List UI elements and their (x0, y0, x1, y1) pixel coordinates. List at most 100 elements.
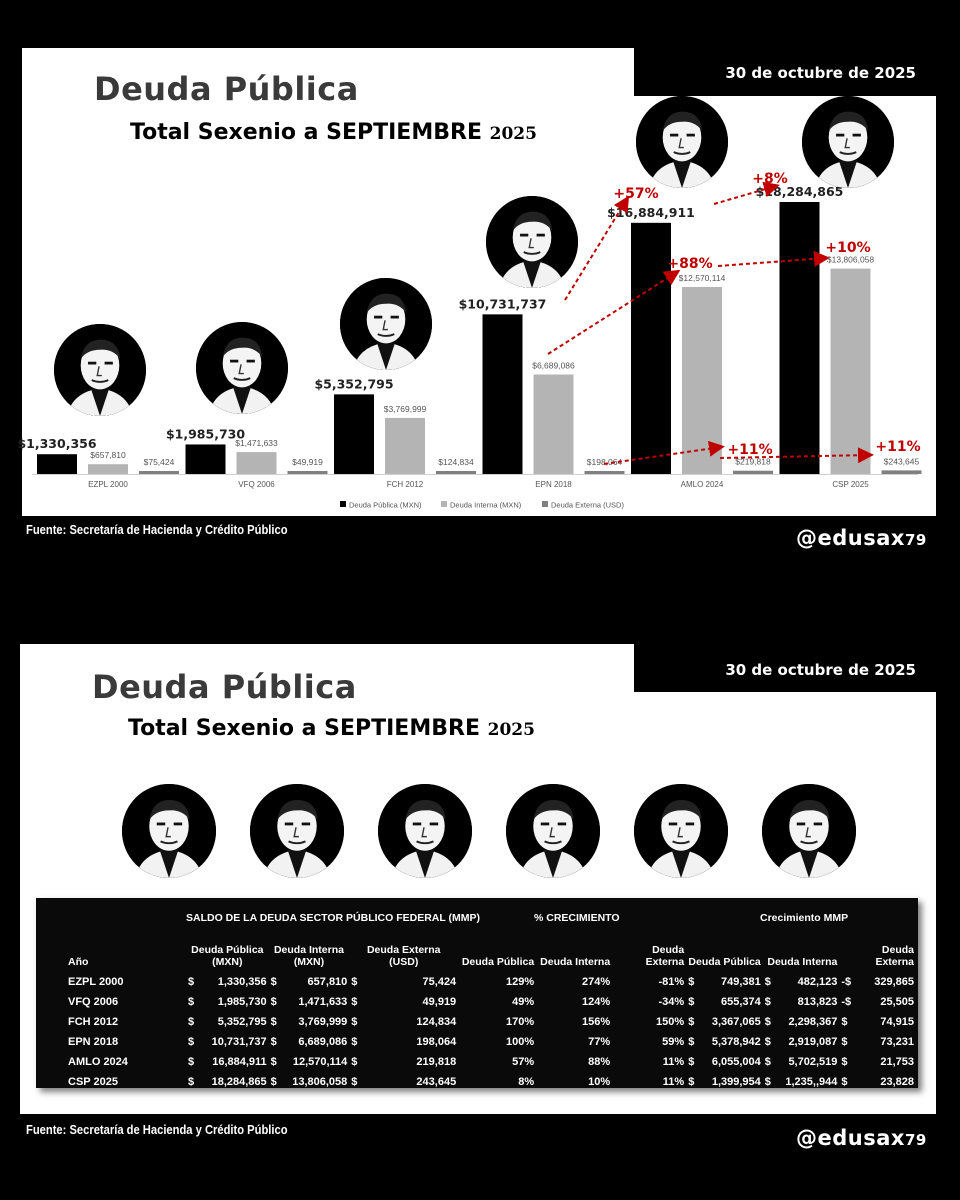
table-cell-c1: $ (188, 1056, 195, 1068)
portrait-fch-icon (378, 784, 472, 878)
table-cell-m2: 2,919,087 (788, 1036, 838, 1048)
bar-1-5 (830, 268, 871, 474)
table-cell-c1: $ (188, 1036, 195, 1048)
table-cell-m3: 21,753 (880, 1056, 914, 1068)
portrait-ezpl-icon (122, 784, 216, 878)
bar-label-1-1: $1,471,633 (235, 438, 278, 448)
table-row: AMLO 2024 $16,884,911 $12,570,114 $219,818 5… (66, 1052, 916, 1072)
legend-swatch-1 (441, 501, 447, 507)
portrait-fch-icon (340, 278, 432, 370)
top-handle-text: @edusax (796, 526, 905, 550)
table-cell-c5: $ (764, 976, 771, 988)
legend-label-0: Deuda Pública (MXN) (349, 501, 422, 510)
table-cell-c1: $ (188, 1016, 195, 1028)
bottom-source: Fuente: Secretaría de Hacienda y Crédito… (26, 1122, 288, 1137)
table-cell-year: EPN 2018 (68, 1036, 119, 1048)
table-cell-v3: 219,818 (416, 1056, 457, 1068)
debt-table-panel: SALDO DE LA DEUDA SECTOR PÚBLICO FEDERAL… (36, 898, 918, 1088)
bar-label-1-4: $12,570,114 (679, 273, 726, 283)
col-mmp-interna: Deuda Interna (767, 956, 838, 968)
category-label-3: EPN 2018 (535, 480, 572, 489)
category-label-0: EZPL 2000 (88, 480, 128, 489)
bottom-subtitle-text: Total Sexenio a SEPTIEMBRE (128, 716, 480, 741)
table-cell-m3: 23,828 (880, 1076, 914, 1088)
bar-2-2 (436, 471, 476, 474)
table-cell-c4: $ (688, 1016, 695, 1028)
table-cell-p1: 49% (512, 996, 535, 1008)
table-cell-p2: 124% (582, 996, 611, 1008)
bar-2-4 (733, 470, 773, 474)
table-cell-c3: $ (351, 976, 358, 988)
table-cell-c5: $ (764, 1076, 771, 1088)
bar-1-1 (236, 452, 277, 474)
top-subtitle-text: Total Sexenio a SEPTIEMBRE (130, 120, 482, 145)
bar-0-3 (482, 314, 523, 474)
portrait-amlo-icon (634, 784, 728, 878)
bar-label-1-2: $3,769,999 (384, 404, 427, 414)
legend-swatch-2 (542, 501, 548, 507)
bar-label-2-4: $219,818 (735, 457, 771, 467)
col-pct-publica: Deuda Pública (461, 956, 535, 968)
table-cell-m3: 74,915 (880, 1016, 914, 1028)
table-cell-c4: $ (688, 1076, 695, 1088)
group-header-mmp: Crecimiento MMP (760, 912, 849, 924)
table-cell-c3: $ (351, 996, 358, 1008)
table-cell-c2: $ (270, 976, 277, 988)
table-cell-c5: $ (764, 996, 771, 1008)
bar-label-2-2: $124,834 (438, 457, 474, 467)
bottom-handle: @edusax79 (796, 1126, 927, 1150)
table-cell-c4: $ (688, 976, 695, 988)
legend-swatch-0 (340, 501, 346, 507)
table-cell-c3: $ (351, 1036, 358, 1048)
debt-table: Año Deuda Pública (MXN) Deuda Interna (M… (66, 944, 916, 1092)
portrait-vfq-icon (250, 784, 344, 878)
table-cell-m1: 1,399,954 (711, 1076, 761, 1088)
table-cell-v2: 12,570,114 (292, 1056, 348, 1068)
top-handle-suffix: 79 (904, 531, 927, 549)
annotation-arrow-4 (603, 440, 725, 465)
annotation-label-0: +57% (613, 186, 658, 202)
category-label-4: AMLO 2024 (681, 480, 724, 489)
bar-0-5 (779, 202, 820, 474)
table-cell-v2: 1,471,633 (298, 996, 348, 1008)
table-cell-p3: 150% (656, 1016, 685, 1028)
table-cell-m3: 73,231 (880, 1036, 914, 1048)
table-cell-c6: $ (841, 1016, 848, 1028)
table-cell-c2: $ (270, 1076, 277, 1088)
table-cell-c5: $ (764, 1016, 771, 1028)
table-cell-m1: 655,374 (721, 996, 761, 1008)
table-cell-v3: 243,645 (416, 1076, 457, 1088)
legend-label-1: Deuda Interna (MXN) (450, 501, 522, 510)
table-cell-year: CSP 2025 (68, 1076, 118, 1088)
bar-label-2-3: $198,064 (587, 457, 623, 467)
annotation-arrow-1 (713, 181, 780, 205)
bar-label-0-3: $10,731,737 (459, 296, 547, 311)
table-cell-c1: $ (188, 976, 195, 988)
group-header-crecimiento: % CRECIMIENTO (534, 912, 620, 924)
portrait-csp-icon (762, 784, 856, 878)
bottom-date: 30 de octubre de 2025 (634, 644, 936, 692)
legend-label-2: Deuda Externa (USD) (551, 501, 624, 510)
bar-0-0 (37, 454, 77, 474)
col-pct-externa: Deuda Externa (645, 944, 685, 968)
col-deuda-publica-mxn: Deuda Pública (MXN) (191, 944, 264, 968)
table-cell-p1: 57% (512, 1056, 535, 1068)
bar-label-2-1: $49,919 (292, 457, 323, 467)
table-cell-v1: 16,884,911 (212, 1056, 267, 1068)
table-cell-c6: -$ (841, 996, 852, 1008)
bar-label-2-5: $243,645 (884, 456, 920, 466)
table-cell-p2: 88% (588, 1056, 611, 1068)
table-cell-p2: 274% (582, 976, 611, 988)
col-mmp-publica: Deuda Pública (688, 956, 761, 968)
table-cell-v3: 75,424 (422, 976, 457, 988)
top-source: Fuente: Secretaría de Hacienda y Crédito… (26, 522, 288, 537)
table-cell-m2: 1,235,,944 (785, 1076, 838, 1088)
table-cell-p2: 77% (588, 1036, 611, 1048)
table-cell-p2: 10% (588, 1076, 611, 1088)
table-cell-m2: 482,123 (797, 976, 838, 988)
bar-chart: $1,330,356 $1,985,730 $5,352,795 $10,731,73… (17, 171, 922, 510)
bar-label-1-3: $6,689,086 (532, 360, 575, 370)
table-cell-p1: 129% (506, 976, 535, 988)
table-cell-c5: $ (764, 1036, 771, 1048)
bar-1-0 (88, 464, 128, 474)
